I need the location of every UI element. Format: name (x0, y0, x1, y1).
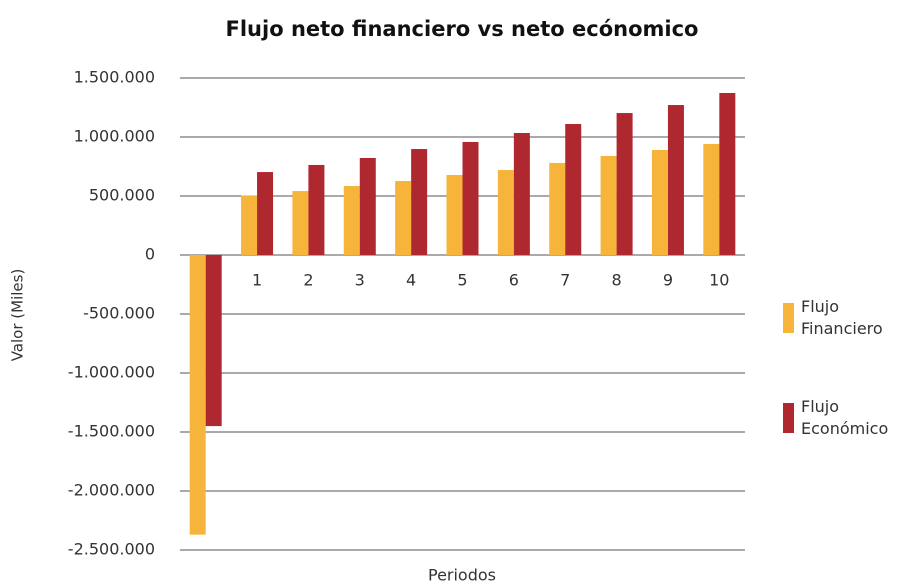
legend-entry: Flujo Económico (783, 396, 901, 440)
legend-swatch (783, 303, 794, 333)
bar (565, 124, 582, 256)
x-tick-label: 4 (406, 271, 416, 290)
bar (600, 155, 617, 255)
x-tick-label: 5 (457, 271, 467, 290)
bar (446, 174, 463, 255)
bar (395, 181, 412, 255)
x-tick-label: 8 (611, 271, 621, 290)
x-tick-label: 7 (560, 271, 570, 290)
bar (703, 143, 720, 255)
bar (549, 162, 566, 255)
bar (719, 92, 736, 256)
y-tick-label: -1.000.000 (68, 363, 155, 382)
x-axis-label: Periodos (428, 566, 496, 585)
bar (513, 132, 530, 255)
y-tick-label: -1.500.000 (68, 422, 155, 441)
x-tick-label: 3 (355, 271, 365, 290)
y-axis-label: Valor (Miles) (9, 269, 27, 362)
bar (359, 158, 376, 255)
y-tick-label: 1.000.000 (74, 127, 155, 146)
x-tick-label: 10 (709, 271, 729, 290)
chart-title: Flujo neto financiero vs neto ecónomico (226, 17, 699, 41)
bar (308, 164, 325, 255)
legend-label: Flujo Económico (801, 397, 889, 438)
y-tick-label: 1.500.000 (74, 68, 155, 87)
x-tick-label: 1 (252, 271, 262, 290)
bar (241, 195, 258, 255)
legend-entry: Flujo Financiero (783, 296, 901, 340)
bar (189, 255, 206, 535)
y-tick-label: 0 (145, 245, 155, 264)
y-tick-label: -2.000.000 (68, 481, 155, 500)
legend-swatch (783, 403, 794, 433)
bar (616, 113, 633, 256)
x-tick-label: 2 (303, 271, 313, 290)
y-tick-label: 500.000 (89, 186, 155, 205)
bar (667, 105, 684, 255)
legend-label: Flujo Financiero (801, 297, 883, 338)
bar (411, 149, 428, 255)
x-tick-label: 9 (663, 271, 673, 290)
bar (205, 255, 222, 427)
bar (497, 170, 514, 255)
y-tick-label: -500.000 (83, 304, 155, 323)
x-tick-label: 6 (509, 271, 519, 290)
bar (257, 172, 274, 255)
bar (292, 191, 309, 255)
bar (462, 141, 479, 255)
bar (343, 185, 360, 255)
y-tick-label: -2.500.000 (68, 540, 155, 559)
bar (651, 149, 668, 255)
